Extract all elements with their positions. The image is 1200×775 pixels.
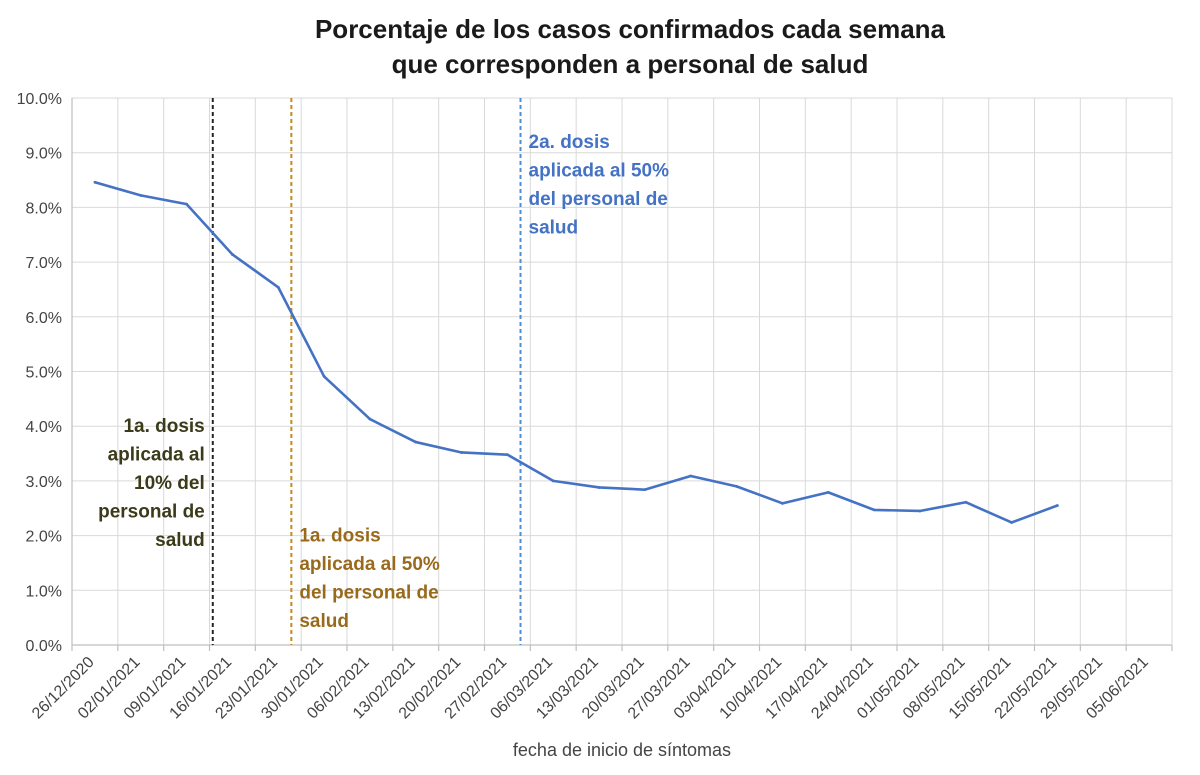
data-point — [643, 488, 647, 492]
dose-annotation-line: 1a. dosis — [299, 526, 380, 547]
vaccination-markers — [211, 98, 522, 645]
data-point — [368, 417, 372, 421]
y-tick-label: 3.0% — [26, 474, 62, 491]
dose-annotation-line: aplicada al 50% — [529, 160, 670, 181]
grid — [71, 97, 1173, 651]
data-point — [276, 285, 280, 289]
data-point — [1056, 504, 1059, 507]
dose-annotation-line: aplicada al 50% — [299, 554, 440, 575]
dose-annotation-line: salud — [529, 217, 579, 238]
y-tick-label: 2.0% — [26, 529, 62, 546]
data-point — [551, 479, 555, 483]
y-tick-label: 8.0% — [26, 200, 62, 217]
data-point — [781, 501, 784, 505]
dose-annotation-line: 1a. dosis — [123, 416, 204, 437]
data-point — [322, 375, 326, 378]
data-point — [964, 500, 968, 504]
data-point — [460, 451, 463, 454]
chart-title-line-2: que corresponden a personal de salud — [392, 49, 869, 79]
data-point — [872, 508, 876, 512]
data-point — [689, 474, 693, 478]
y-tick-label: 6.0% — [26, 310, 62, 327]
dose-annotation-line: salud — [155, 530, 205, 551]
dose-annotation-line: salud — [299, 611, 349, 632]
data-point — [414, 440, 418, 444]
annotations: 1a. dosis aplicada al 10% del personal de sa… — [98, 132, 669, 632]
data-point — [918, 509, 922, 513]
y-tick-label: 4.0% — [26, 419, 62, 436]
data-point — [185, 202, 188, 206]
dose-annotation-line: 2a. dosis — [529, 132, 610, 153]
dose-annotation-line: del personal de — [529, 189, 668, 210]
data-point — [1010, 521, 1013, 524]
dose-annotation-line: 10% del — [134, 473, 205, 494]
dose-annotation-line: aplicada al — [108, 445, 205, 466]
x-axis-label: fecha de inicio de síntomas — [513, 740, 731, 760]
chart-title-line-1: Porcentaje de los casos confirmados cada… — [315, 14, 946, 44]
data-point — [231, 253, 234, 256]
data-point — [735, 484, 738, 488]
dose-annotation-line: del personal de — [299, 583, 438, 604]
y-axis-ticks: 0.0% 1.0% 2.0% 3.0% 4.0% 5.0% 6.0% 7.0% 8.0% 9.0%… — [17, 91, 62, 655]
y-tick-label: 5.0% — [26, 365, 62, 382]
data-point — [139, 193, 143, 197]
y-tick-label: 7.0% — [26, 255, 62, 272]
series — [93, 180, 1059, 524]
data-point — [826, 490, 830, 494]
y-tick-label: 10.0% — [17, 91, 62, 108]
data-point — [93, 180, 97, 184]
data-point — [597, 486, 601, 489]
dose-annotation-line: personal de — [98, 502, 205, 523]
y-tick-label: 1.0% — [26, 583, 62, 600]
y-tick-label: 9.0% — [26, 146, 62, 163]
data-point — [506, 453, 509, 457]
y-tick-label: 0.0% — [26, 638, 62, 655]
series-line — [94, 180, 1058, 524]
